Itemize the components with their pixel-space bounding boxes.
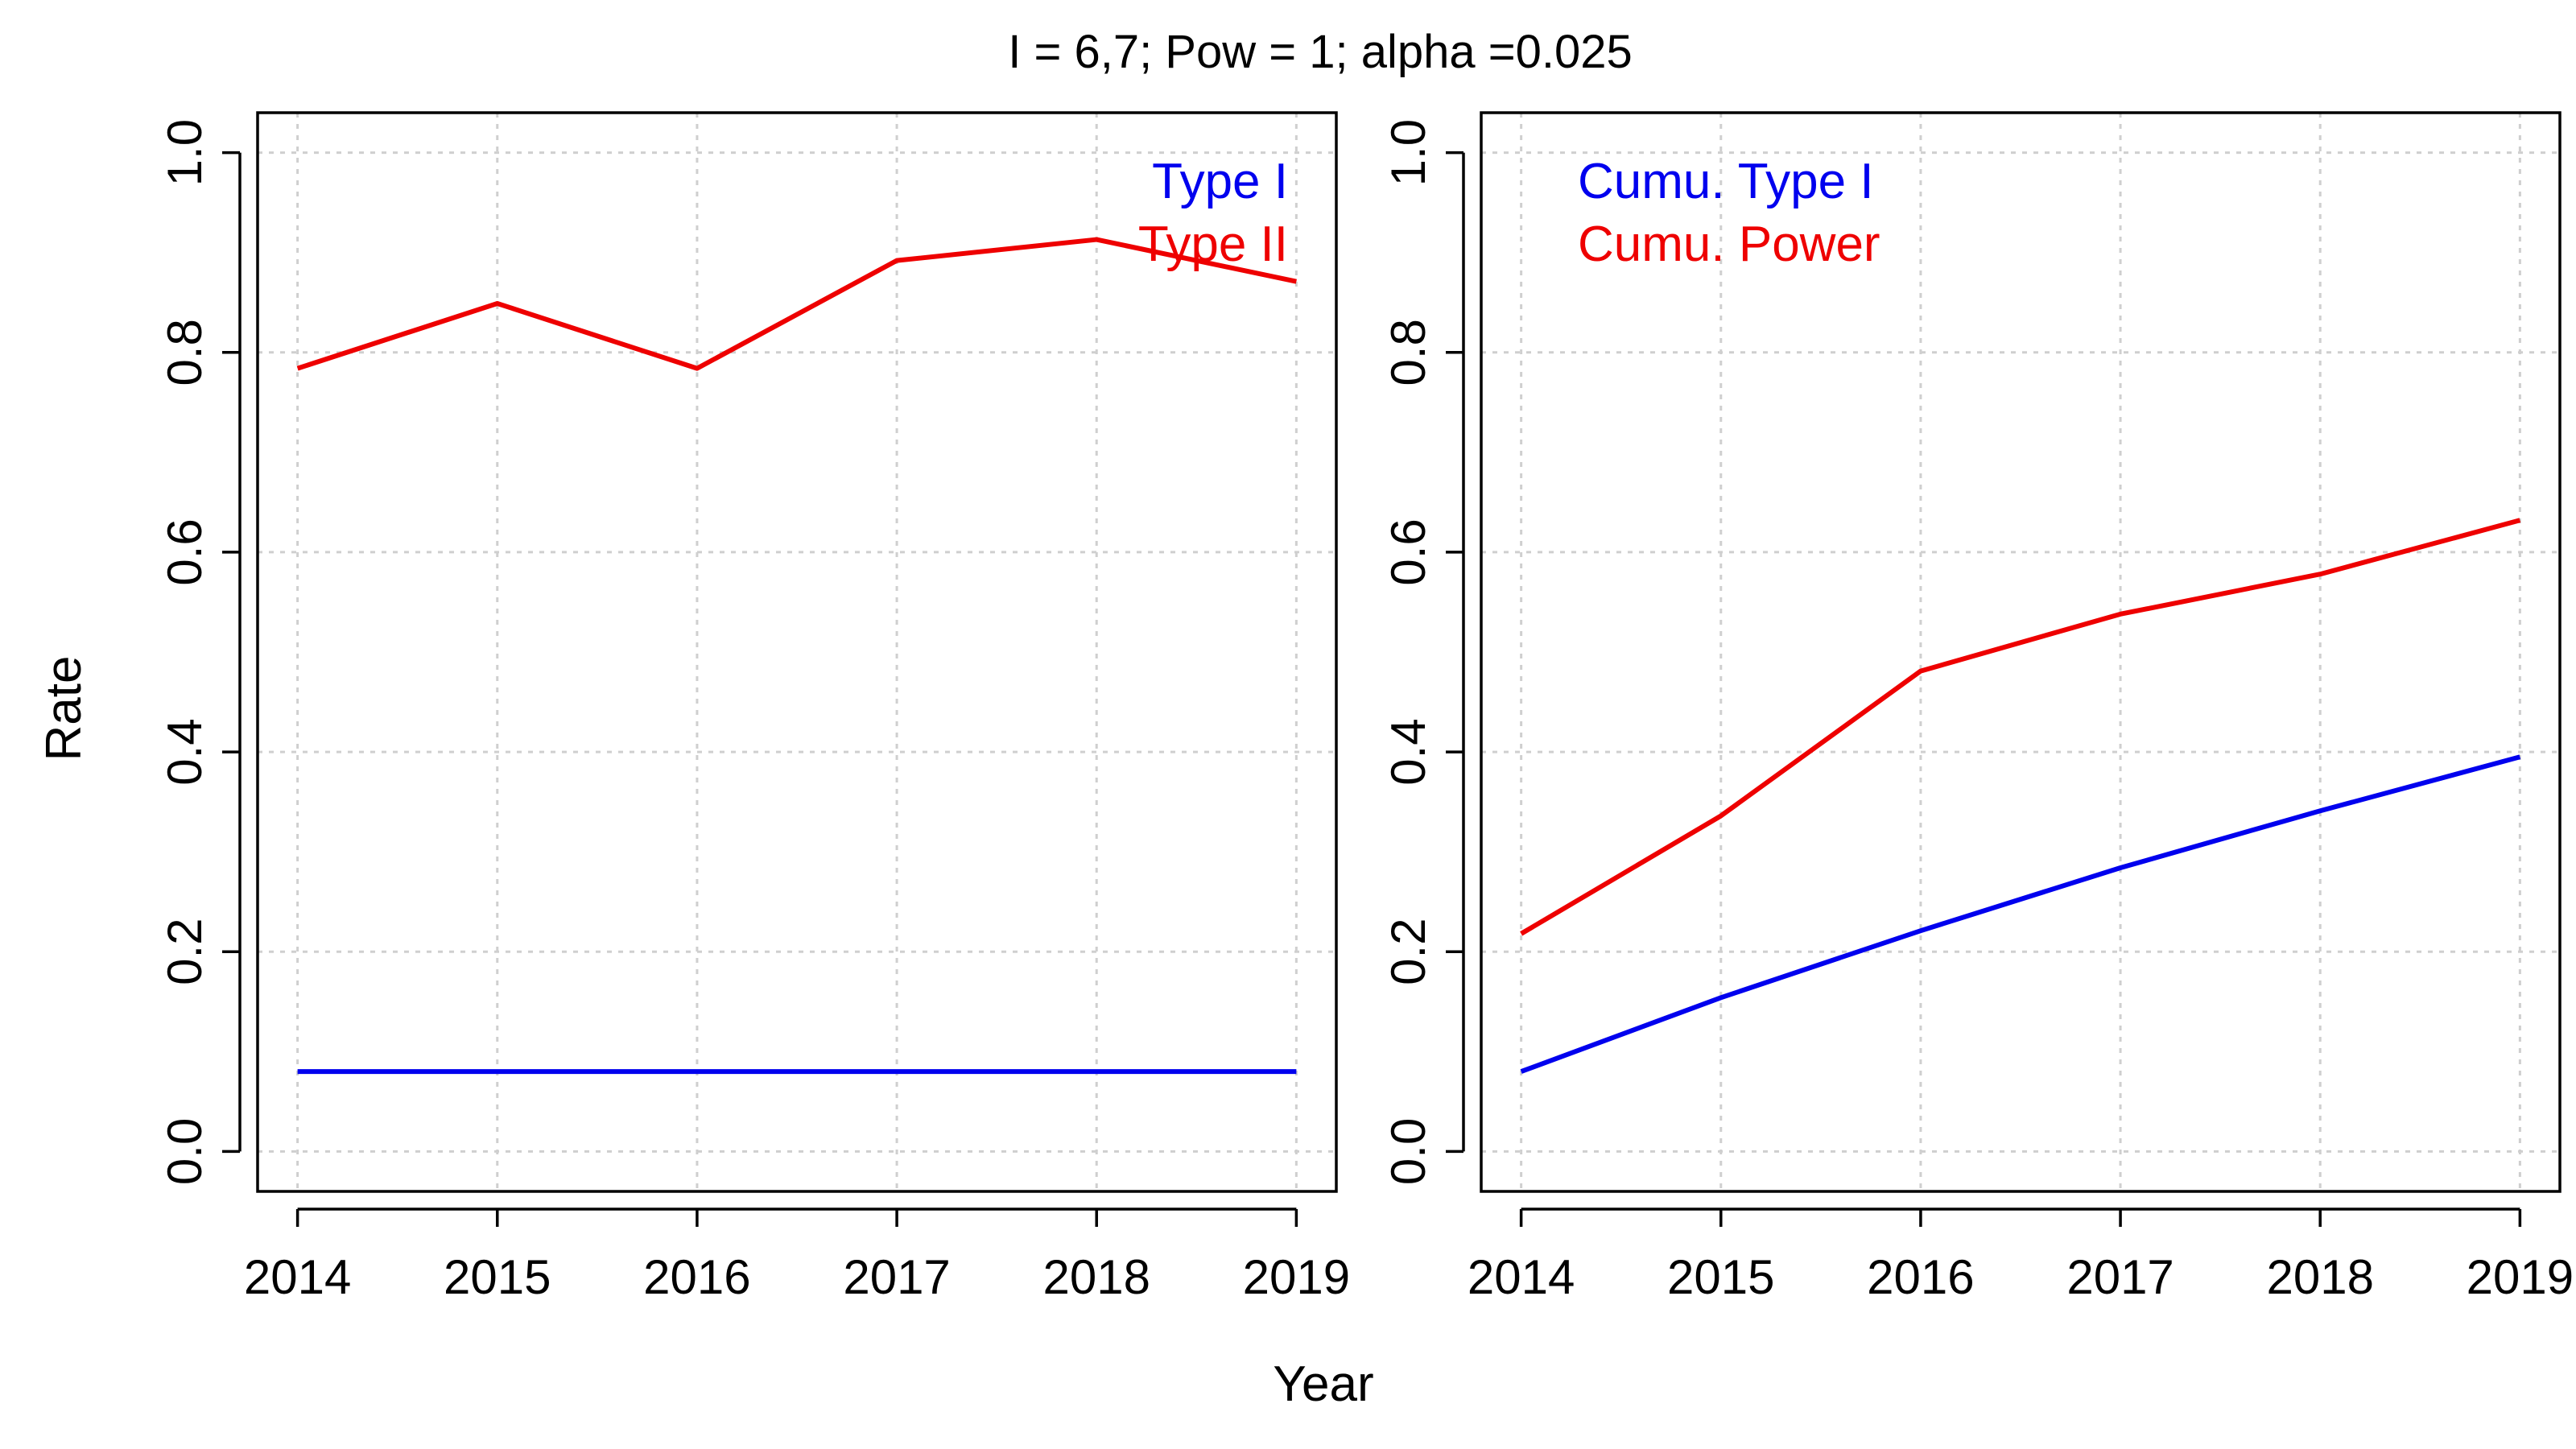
right-y-tick-label: 0.8: [1381, 319, 1435, 386]
left-y-tick-label: 0.2: [158, 919, 212, 985]
right-y-tick-label: 1.0: [1381, 119, 1435, 186]
y-axis-title: Rate: [36, 656, 92, 762]
right-x-tick-label: 2015: [1667, 1250, 1774, 1304]
right-y-tick-label: 0.0: [1381, 1118, 1435, 1185]
left-x-tick-label: 2019: [1243, 1250, 1350, 1304]
left-y-tick-label: 0.6: [158, 518, 212, 585]
right-y-tick-label: 0.6: [1381, 518, 1435, 585]
left-x-tick-label: 2018: [1042, 1250, 1150, 1304]
left-y-tick-label: 1.0: [158, 119, 212, 186]
right-series-line-cumu-type-i: [1520, 754, 2521, 1074]
right-x-tick-label: 2018: [2266, 1250, 2373, 1304]
right-x-tick-label: 2016: [1867, 1250, 1974, 1304]
left-x-tick-label: 2016: [643, 1250, 750, 1304]
right-y-tick-label: 0.4: [1381, 718, 1435, 785]
left-y-tick-label: 0.0: [158, 1118, 212, 1185]
left-y-tick-label: 0.4: [158, 718, 212, 785]
right-legend-entry: Cumu. Power: [1578, 217, 1880, 272]
right-y-tick-label: 0.2: [1381, 919, 1435, 985]
right-x-tick-label: 2019: [2467, 1250, 2574, 1304]
right-x-tick-label: 2014: [1468, 1250, 1575, 1304]
right-x-tick-label: 2017: [2066, 1250, 2174, 1304]
right-plot-frame: [1480, 111, 2562, 1193]
left-legend-entry: Type I: [1152, 154, 1288, 209]
left-legend-entry: Type II: [1138, 217, 1288, 272]
right-series-line-cumu-power: [1520, 518, 2521, 936]
left-series-line-type-ii: [296, 237, 1297, 371]
left-panel: 2014 2015 2016 2017 2018 2019 0.0 0.2 0.4 0.6 0.8 1…: [158, 111, 1350, 1304]
right-legend-entry: Cumu. Type I: [1578, 154, 1874, 209]
x-axis-title: Year: [1273, 1356, 1373, 1412]
left-x-tick-label: 2015: [444, 1250, 551, 1304]
right-panel: 2014 2015 2016 2017 2018 2019 0.0 0.2 0.4 0.6 0.8 1…: [1381, 111, 2574, 1304]
left-plot-frame: [256, 111, 1338, 1193]
left-x-tick-label: 2014: [244, 1250, 351, 1304]
figure-title: I = 6,7; Pow = 1; alpha =0.025: [1008, 26, 1633, 78]
left-x-tick-label: 2017: [843, 1250, 950, 1304]
left-y-tick-label: 0.8: [158, 319, 212, 386]
